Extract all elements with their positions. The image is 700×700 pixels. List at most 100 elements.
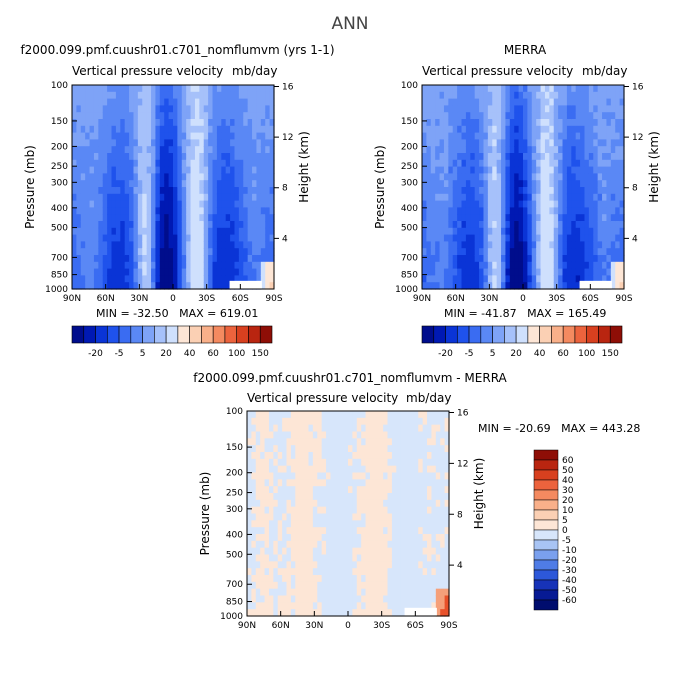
heatmap-cell [268, 493, 274, 501]
heatmap-cell [575, 91, 581, 100]
heatmap-cell [443, 275, 449, 283]
heatmap-cell [435, 214, 441, 222]
heatmap-cell [593, 227, 599, 236]
heatmap-cell [264, 527, 270, 535]
colorbar-label: 40 [562, 476, 574, 486]
heatmap-cell [387, 472, 393, 480]
heatmap-cell [457, 200, 463, 208]
heatmap-cell [264, 445, 270, 453]
heatmap-cell [457, 146, 463, 154]
heatmap-cell [413, 547, 419, 556]
heatmap-cell [558, 85, 564, 93]
heatmap-cell [115, 234, 121, 242]
heatmap-cell [509, 125, 515, 134]
heatmap-cell [549, 193, 555, 202]
heatmap-cell [334, 540, 340, 549]
heatmap-cell [129, 227, 135, 236]
heatmap-cell [252, 173, 258, 181]
heatmap-cell [208, 282, 214, 290]
heatmap-cell [151, 207, 157, 215]
heatmap-cell [501, 153, 507, 161]
heatmap-cell [304, 513, 310, 521]
heatmap-cell [238, 159, 244, 168]
heatmap-cell [369, 458, 375, 467]
y2-tick-label: 8 [457, 510, 463, 520]
heatmap-cell [243, 85, 249, 93]
heatmap-cell [422, 85, 427, 93]
heatmap-cell [509, 234, 515, 242]
heatmap-cell [602, 125, 608, 134]
heatmap-cell [470, 227, 476, 236]
heatmap-cell [531, 187, 537, 195]
heatmap-cell [299, 581, 305, 590]
heatmap-cell [199, 139, 205, 147]
heatmap-cell [269, 214, 275, 222]
heatmap-cell [400, 499, 406, 508]
heatmap-cell [369, 527, 375, 535]
heatmap-cell [343, 581, 349, 590]
heatmap-cell [120, 282, 126, 290]
heatmap-cell [168, 248, 174, 256]
heatmap-cell [400, 527, 406, 535]
heatmap-cell [461, 173, 467, 181]
x-tick-label: 90S [440, 621, 457, 631]
heatmap-cell [181, 166, 187, 174]
heatmap-cell [461, 221, 467, 229]
heatmap-cell [536, 166, 542, 174]
heatmap-cell [558, 166, 564, 174]
heatmap-cell [107, 187, 113, 195]
heatmap-cell [580, 105, 586, 113]
heatmap-cell [282, 540, 288, 549]
heatmap-cell [142, 180, 148, 188]
heatmap-cell [286, 554, 292, 562]
heatmap-cell [111, 221, 117, 229]
heatmap-cell [107, 282, 113, 290]
heatmap-cell [282, 561, 288, 569]
heatmap-cell [509, 180, 515, 188]
heatmap-cell [312, 431, 318, 439]
heatmap-cell [378, 438, 384, 446]
heatmap-cell [588, 91, 594, 100]
heatmap-cell [487, 187, 493, 195]
heatmap-cell [155, 275, 161, 283]
heatmap-cell [273, 575, 279, 583]
heatmap-cell [400, 486, 406, 494]
heatmap-cell [89, 159, 95, 168]
heatmap-cell [282, 472, 288, 480]
heatmap-cell [536, 153, 542, 161]
heatmap-cell [452, 221, 458, 229]
heatmap-cell [431, 499, 437, 508]
heatmap-cell [299, 479, 305, 487]
heatmap-cell [615, 159, 621, 168]
heatmap-cell [269, 105, 275, 113]
heatmap-cell [391, 499, 397, 508]
heatmap-cell [317, 534, 323, 542]
heatmap-cell [308, 445, 314, 453]
heatmap-cell [203, 112, 209, 120]
heatmap-cell [256, 275, 262, 283]
heatmap-cell [606, 119, 612, 127]
heatmap-cell [194, 91, 200, 100]
heatmap-cell [268, 575, 274, 583]
heatmap-cell [509, 112, 515, 120]
heatmap-cell [465, 98, 471, 106]
heatmap-cell [470, 173, 476, 181]
heatmap-cell [317, 609, 323, 617]
heatmap-cell [76, 173, 82, 181]
heatmap-cell [334, 431, 340, 439]
heatmap-cell [243, 207, 249, 215]
heatmap-cell [352, 411, 358, 419]
colorbar-label: -20 [88, 349, 103, 359]
heatmap-cell [422, 132, 427, 140]
heatmap-cell [290, 438, 296, 446]
heatmap-cell [89, 241, 95, 249]
heatmap-cell [474, 125, 480, 134]
heatmap-cell [247, 255, 253, 263]
heatmap-cell [173, 180, 178, 188]
heatmap-cell [597, 153, 603, 161]
heatmap-cell [365, 472, 371, 480]
heatmap-cell [129, 261, 135, 270]
heatmap-cell [164, 275, 170, 283]
heatmap-cell [304, 561, 310, 569]
heatmap-cell [159, 221, 165, 229]
